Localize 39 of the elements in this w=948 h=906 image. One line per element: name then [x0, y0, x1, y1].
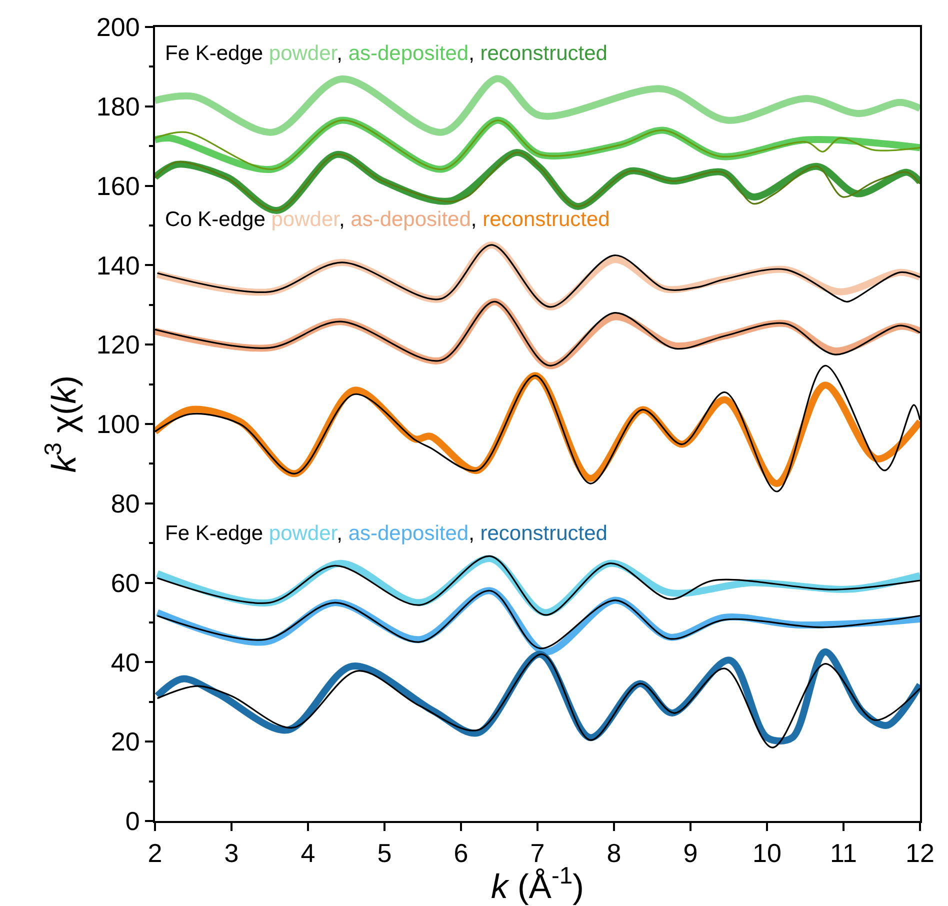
y-tick-label: 20: [110, 726, 140, 757]
text: reconstructed: [482, 208, 610, 231]
y-tick-label: 100: [96, 409, 140, 440]
text: reconstructed: [480, 522, 608, 545]
y-tick-label: 120: [96, 330, 140, 360]
series-label: powder: [268, 42, 338, 65]
y-tick-label: 60: [110, 568, 140, 598]
y-tick-label: 80: [110, 488, 140, 518]
annotation: Fe K-edge: [165, 42, 264, 65]
annotation: ,: [470, 208, 477, 231]
y-tick-label: 200: [96, 12, 140, 42]
x-tick-label: 11: [830, 838, 857, 868]
series-label: powder: [268, 522, 338, 545]
x-tick-label: 10: [752, 838, 782, 868]
x-tick-label: 3: [224, 838, 239, 868]
annotation: ,: [336, 522, 342, 545]
x-tick-label: 8: [606, 838, 622, 868]
y-tick-label: 180: [96, 92, 140, 122]
series-label: powder: [271, 208, 340, 231]
text: as-deposited: [348, 42, 469, 65]
annotation: ,: [468, 522, 474, 545]
annotation: ,: [336, 42, 342, 65]
text: as-deposited: [350, 208, 471, 231]
x-tick-label: 2: [148, 838, 162, 868]
x-tick-label: 5: [377, 838, 392, 868]
y-tick-label: 0: [125, 806, 140, 836]
text: as-deposited: [348, 522, 469, 545]
y-tick-label: 160: [96, 170, 140, 201]
y-tick-label: 40: [110, 647, 140, 678]
y-tick-label: 140: [96, 250, 140, 280]
annotation: Fe K-edge: [165, 522, 264, 545]
text: reconstructed: [480, 42, 608, 65]
annotation: Co K-edge: [165, 208, 266, 231]
x-tick-label: 9: [683, 838, 698, 868]
annotation: ,: [338, 208, 345, 231]
x-tick-label: 12: [906, 838, 934, 868]
x-tick-label: 4: [300, 838, 316, 868]
x-tick-label: 6: [454, 838, 468, 868]
annotation: ,: [468, 42, 474, 65]
